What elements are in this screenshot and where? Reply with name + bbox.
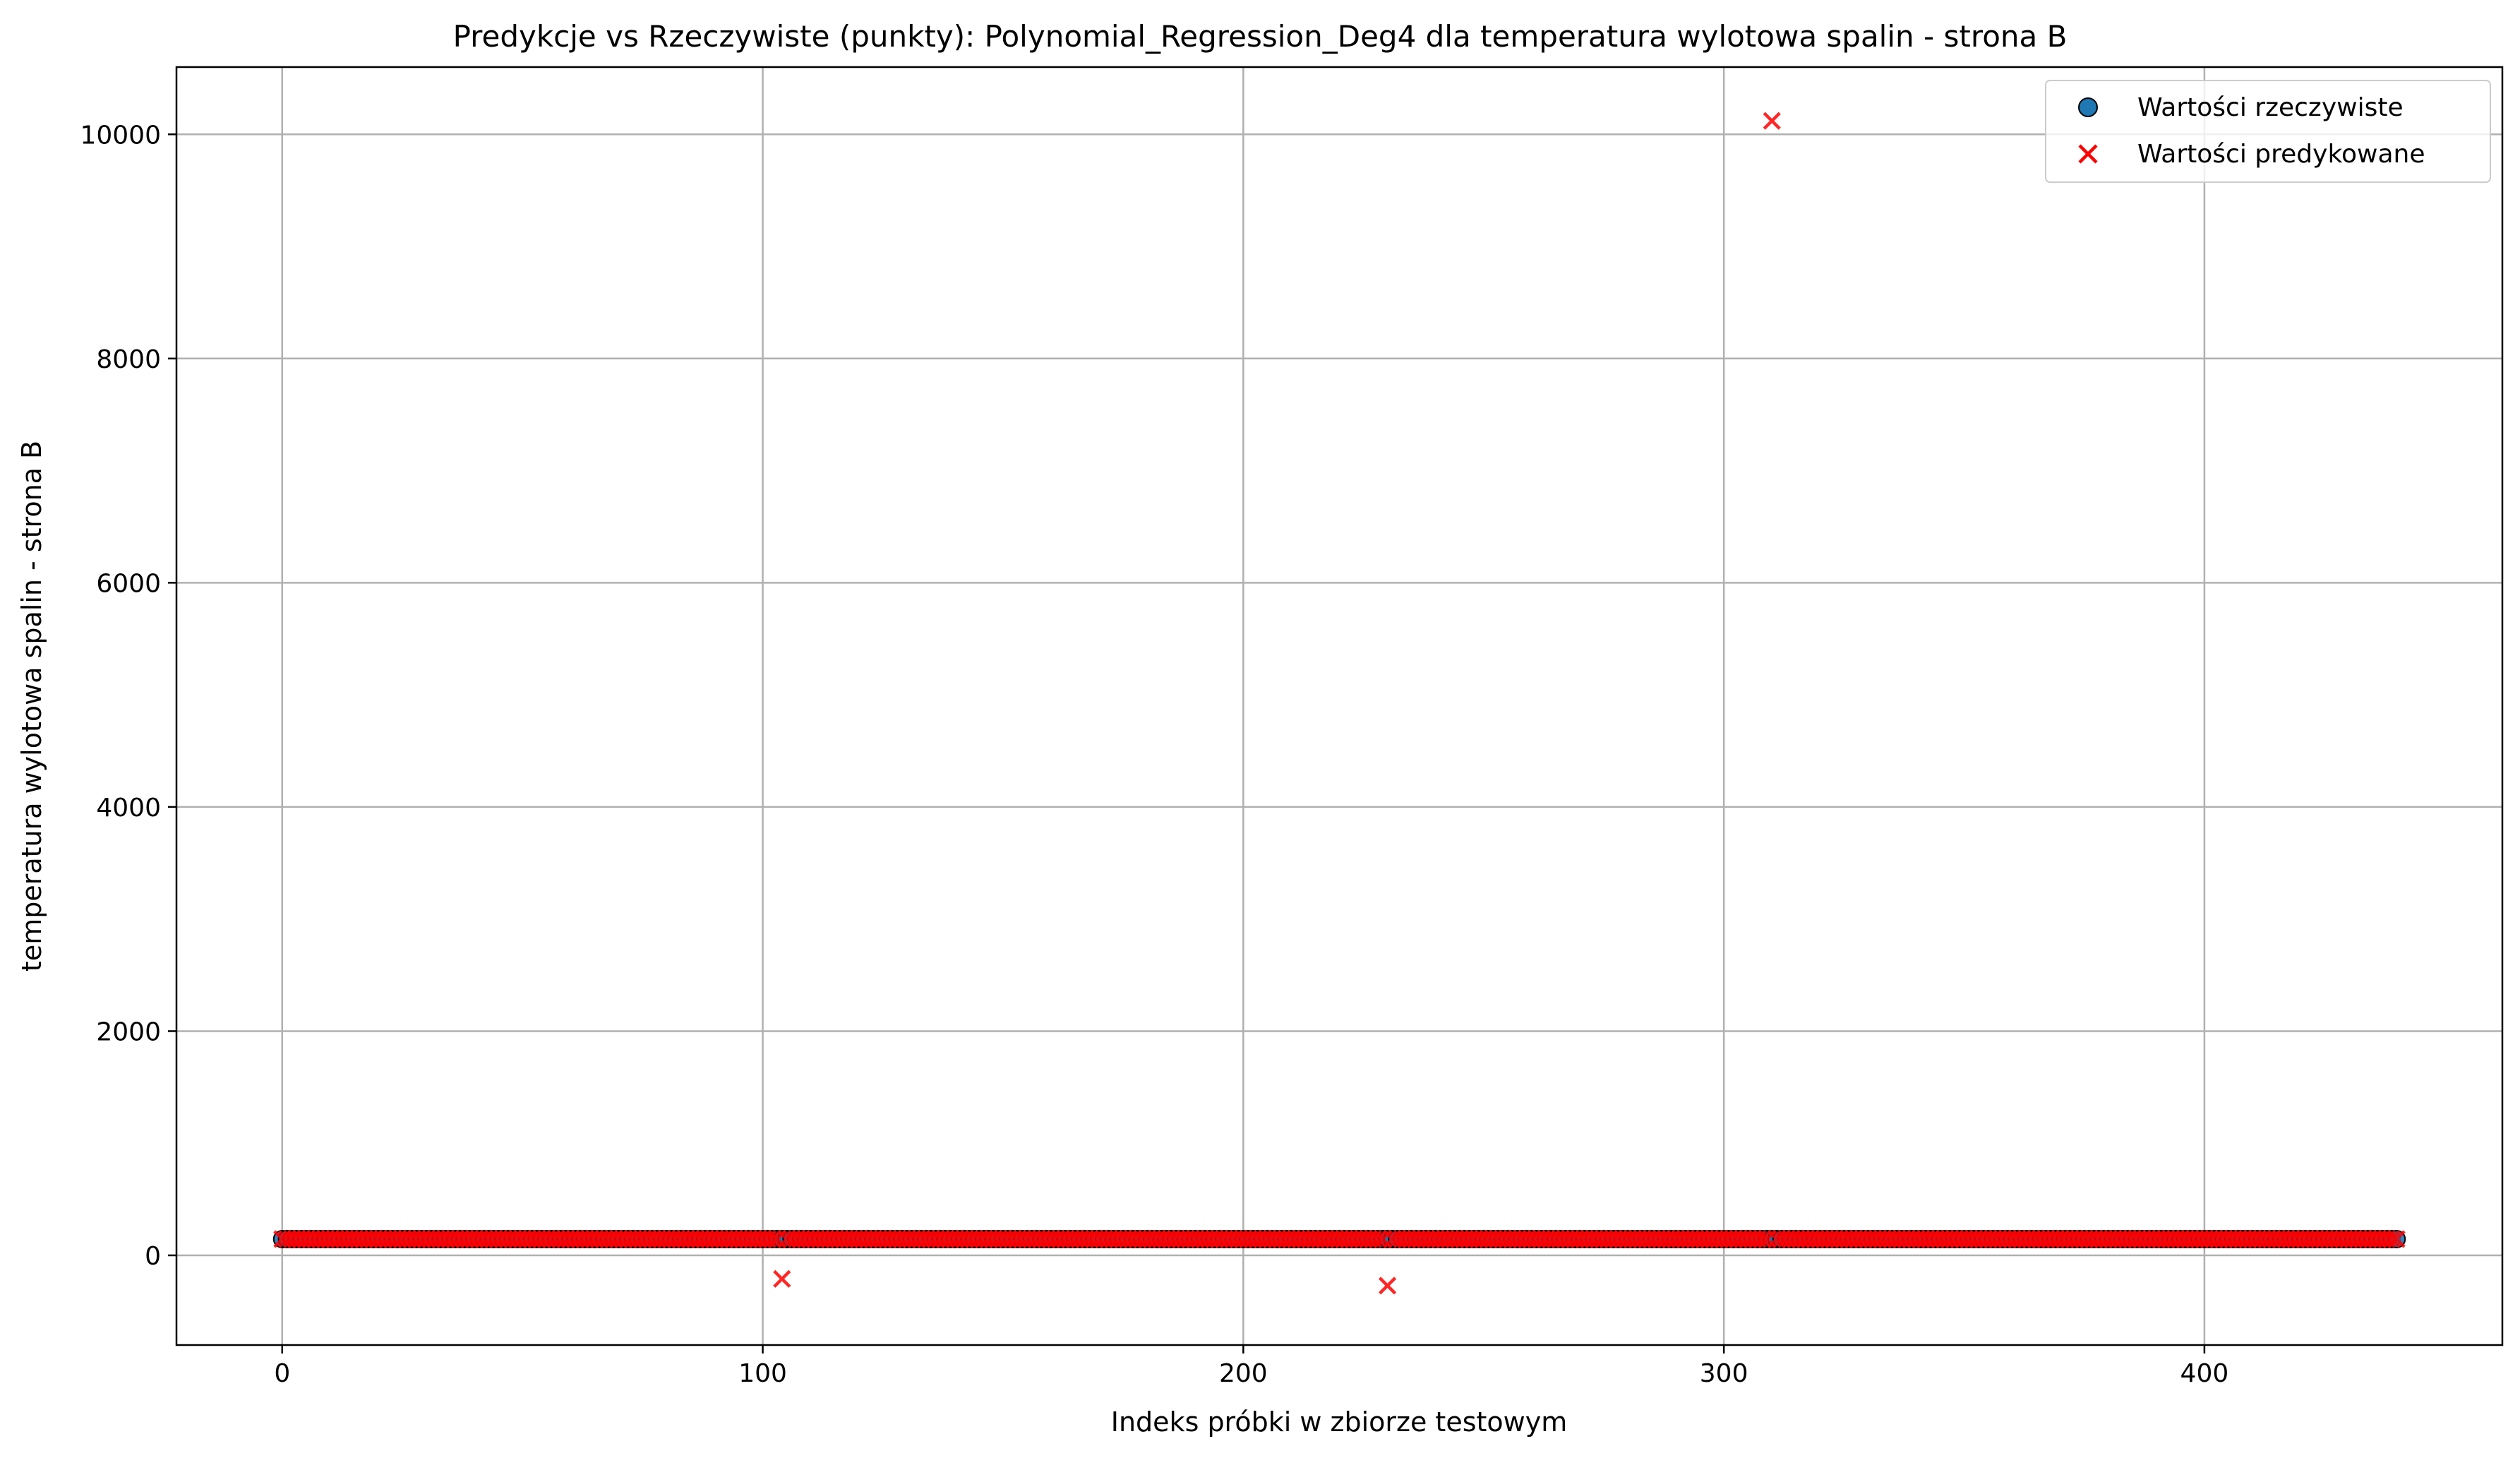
predicted-point bbox=[773, 1269, 791, 1288]
y-axis-ticks: 0 2000 4000 6000 8000 10000 bbox=[80, 121, 176, 1271]
chart-title: Predykcje vs Rzeczywiste (punkty): Polyn… bbox=[453, 19, 2068, 54]
predicted-point bbox=[1369, 1230, 1387, 1248]
x-tick-label: 0 bbox=[274, 1359, 290, 1388]
predicted-point bbox=[2382, 1230, 2401, 1248]
x-tick-label: 100 bbox=[738, 1359, 787, 1388]
y-tick-label: 2000 bbox=[96, 1017, 161, 1046]
predicted-point bbox=[1753, 1230, 1772, 1248]
y-tick-label: 6000 bbox=[96, 569, 161, 598]
y-tick-label: 0 bbox=[145, 1242, 161, 1271]
predicted-series bbox=[273, 112, 2406, 1295]
y-tick-label: 8000 bbox=[96, 345, 161, 374]
legend-marker-real bbox=[2078, 97, 2098, 117]
y-axis-label: temperatura wylotowa spalin - strona B bbox=[16, 441, 47, 972]
y-tick-label: 10000 bbox=[80, 121, 161, 150]
legend-box bbox=[2045, 80, 2491, 183]
x-tick-label: 300 bbox=[1700, 1359, 1748, 1388]
x-tick-label: 400 bbox=[2180, 1359, 2229, 1388]
plot-frame bbox=[175, 66, 2504, 1346]
x-axis-label: Indeks próbki w zbiorze testowym bbox=[1111, 1406, 1567, 1438]
predicted-point bbox=[1378, 1277, 1397, 1295]
x-axis-ticks: 0 100 200 300 400 bbox=[274, 1345, 2228, 1388]
y-tick-label: 4000 bbox=[96, 794, 161, 823]
legend-label-real: Wartości rzeczywiste bbox=[2137, 93, 2404, 122]
predicted-point bbox=[2387, 1230, 2406, 1248]
grid-lines bbox=[176, 67, 2502, 1345]
legend-marker-predicted bbox=[2078, 144, 2098, 164]
legend: Wartości rzeczywiste Wartości predykowane bbox=[2045, 80, 2491, 183]
legend-label-predicted: Wartości predykowane bbox=[2137, 140, 2425, 169]
predicted-point bbox=[1763, 112, 1781, 130]
predicted-point bbox=[763, 1230, 781, 1248]
x-tick-label: 200 bbox=[1219, 1359, 1268, 1388]
